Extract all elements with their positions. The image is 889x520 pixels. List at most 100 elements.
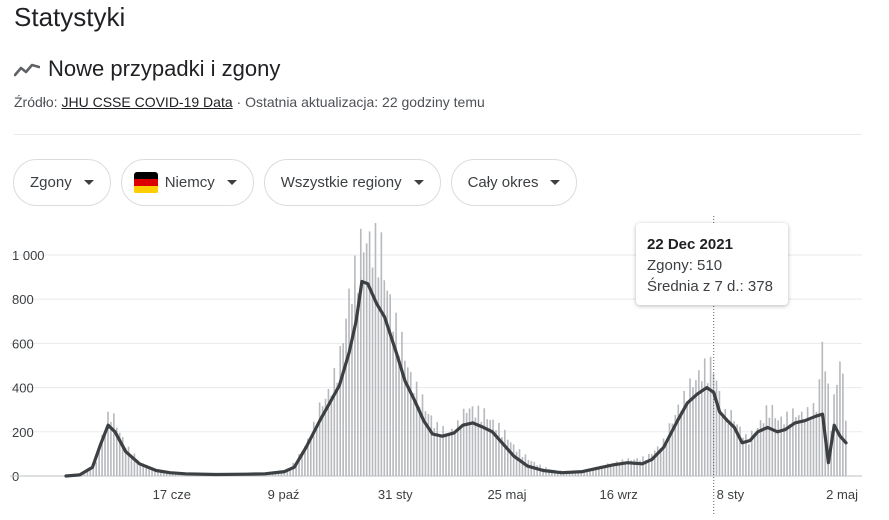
- bar: [295, 462, 297, 476]
- bar: [542, 468, 544, 476]
- bar: [142, 463, 145, 476]
- country-dropdown[interactable]: Niemcy: [120, 159, 254, 206]
- bar: [750, 430, 753, 476]
- bar: [492, 419, 494, 476]
- bar: [680, 410, 683, 476]
- bar: [327, 388, 330, 476]
- bar: [430, 415, 433, 476]
- bar: [742, 437, 744, 476]
- bar: [771, 404, 774, 476]
- metric-dropdown[interactable]: Zgony: [13, 159, 111, 206]
- bar: [371, 267, 374, 476]
- bar: [651, 454, 653, 476]
- bar: [389, 294, 391, 476]
- bar: [768, 417, 771, 476]
- bar: [395, 312, 397, 476]
- bar: [709, 356, 712, 476]
- bar: [107, 411, 109, 476]
- bar: [706, 383, 709, 476]
- tooltip-deaths: Zgony: 510: [647, 257, 723, 274]
- bar: [104, 430, 106, 476]
- bar: [795, 417, 797, 476]
- bar: [762, 423, 765, 476]
- bar: [683, 390, 685, 476]
- bar: [571, 471, 574, 476]
- flag-stripe-gold: [133, 186, 158, 194]
- bar: [712, 373, 715, 476]
- source-link[interactable]: JHU CSSE COVID-19 Data: [61, 94, 233, 110]
- bar: [815, 411, 818, 476]
- bar: [404, 360, 406, 476]
- bar: [730, 410, 732, 476]
- bar: [101, 434, 103, 476]
- bar: [348, 288, 350, 476]
- tooltip-date: 22 Dec 2021: [647, 236, 733, 253]
- bar: [615, 461, 618, 476]
- bar: [477, 405, 480, 476]
- bar: [86, 471, 89, 476]
- bar: [359, 228, 362, 476]
- bar: [512, 444, 515, 476]
- bar: [839, 361, 841, 476]
- bar: [386, 290, 389, 476]
- bar: [110, 422, 112, 476]
- chevron-down-icon: [413, 180, 424, 185]
- bar: [506, 439, 509, 476]
- region-dropdown[interactable]: Wszystkie regiony: [263, 159, 441, 206]
- bar: [727, 423, 730, 476]
- bar: [424, 411, 427, 476]
- bar: [301, 452, 303, 476]
- bar: [803, 420, 806, 476]
- region-dropdown-label: Wszystkie regiony: [280, 174, 402, 191]
- bar: [336, 382, 339, 476]
- bar: [698, 370, 700, 476]
- bar: [645, 460, 647, 476]
- bar: [474, 417, 477, 476]
- bar: [609, 464, 612, 476]
- trending-icon: [14, 63, 40, 77]
- bar: [689, 378, 691, 476]
- bar: [160, 471, 162, 476]
- bar: [721, 416, 724, 476]
- bar: [98, 449, 100, 476]
- bar: [118, 432, 121, 476]
- bar: [818, 379, 821, 476]
- bar: [351, 304, 353, 476]
- bar: [574, 471, 577, 476]
- y-tick-label: 800: [12, 292, 34, 307]
- x-tick-label: 8 sty: [717, 487, 745, 502]
- metric-dropdown-label: Zgony: [30, 174, 72, 191]
- bar: [121, 437, 124, 476]
- chevron-down-icon: [83, 180, 94, 185]
- flag-stripe-red: [133, 178, 158, 187]
- bar: [83, 474, 86, 476]
- bar: [468, 408, 471, 476]
- bar: [739, 426, 741, 476]
- chevron-down-icon: [550, 180, 561, 185]
- bar: [703, 358, 706, 476]
- bar: [407, 367, 409, 476]
- bar: [577, 472, 580, 476]
- bar: [454, 433, 456, 476]
- bar: [330, 395, 333, 476]
- bar: [148, 466, 150, 476]
- period-dropdown[interactable]: Cały okres: [450, 159, 578, 206]
- bar: [515, 451, 518, 476]
- bar: [627, 458, 630, 476]
- bar: [733, 421, 735, 476]
- bar: [421, 394, 424, 476]
- bar: [648, 454, 650, 476]
- bar: [465, 412, 468, 476]
- country-dropdown-label: Niemcy: [164, 174, 215, 191]
- bar: [809, 420, 812, 476]
- bar: [145, 466, 147, 476]
- bar: [842, 373, 844, 476]
- bar: [342, 343, 344, 476]
- section-header: Nowe przypadki i zgony: [14, 56, 280, 82]
- bar: [157, 471, 159, 476]
- bar: [536, 465, 538, 476]
- bar: [656, 446, 659, 476]
- bar: [518, 449, 521, 476]
- bar: [365, 243, 368, 476]
- bar: [686, 404, 688, 476]
